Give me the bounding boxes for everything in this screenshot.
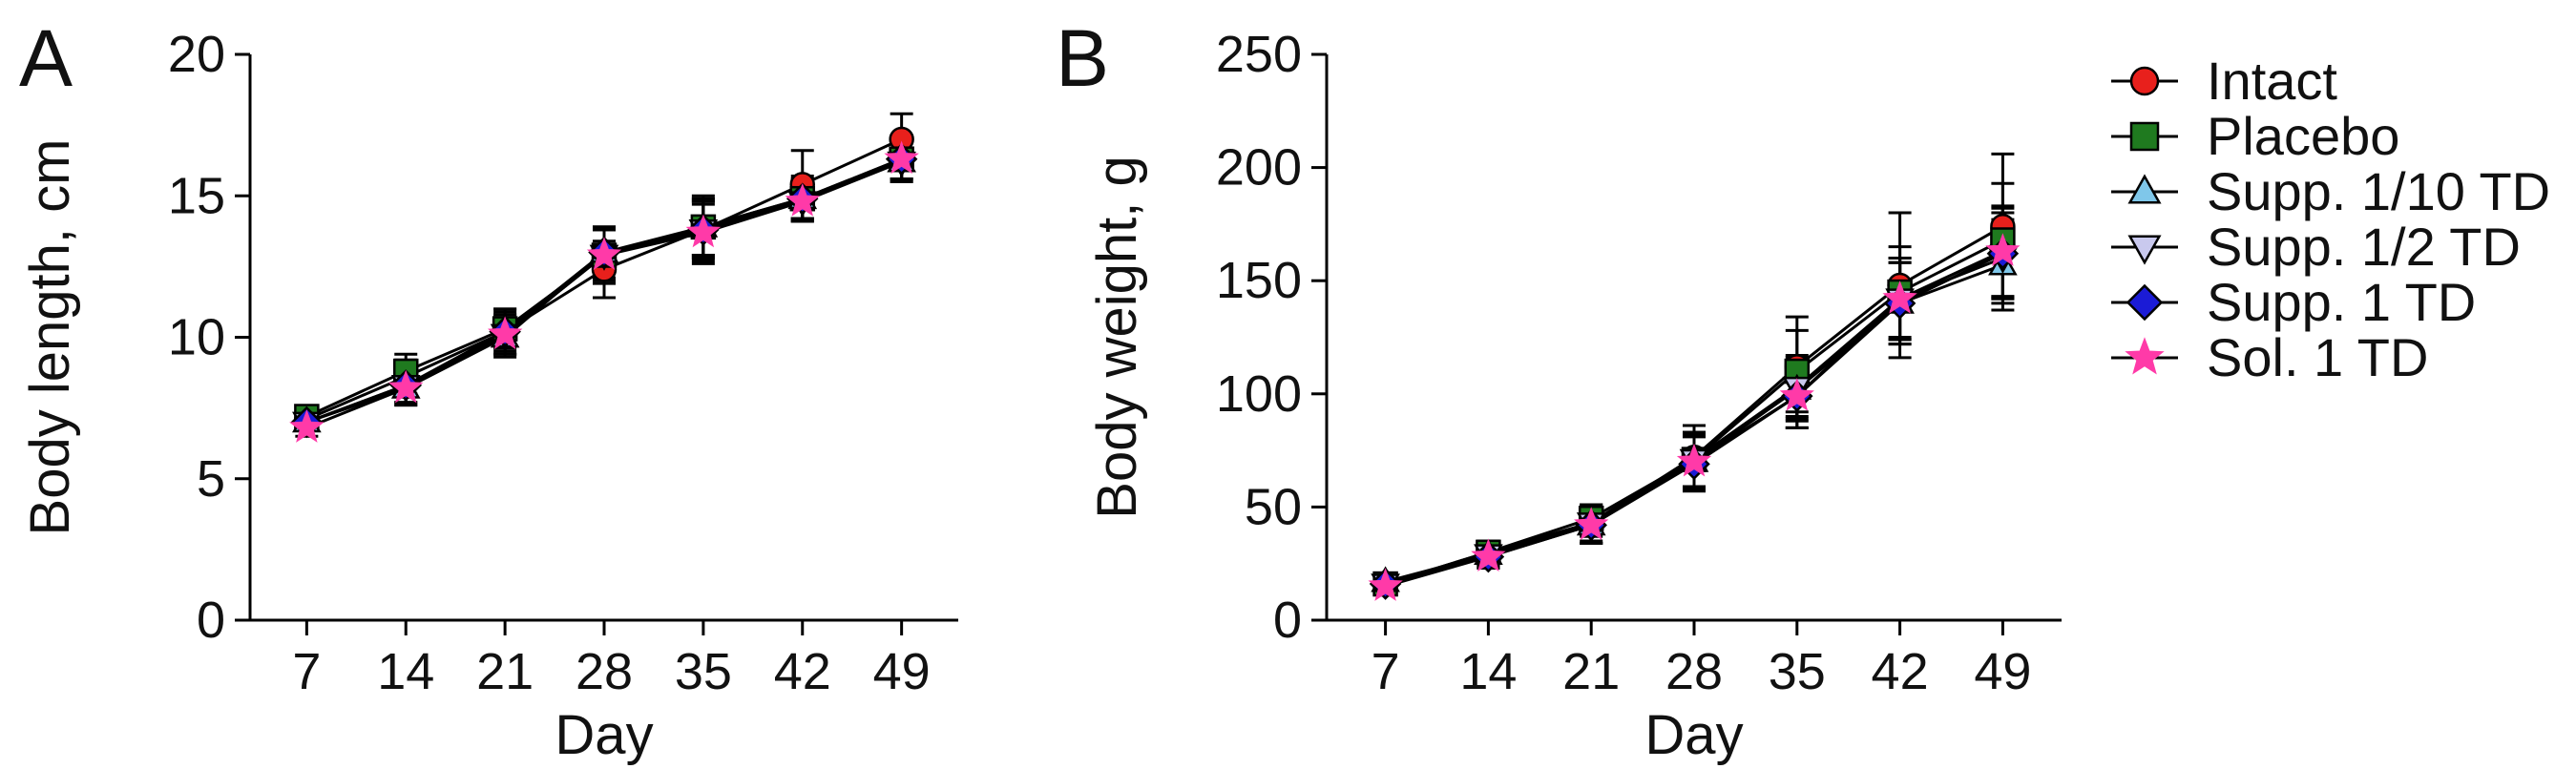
x-tick-label: 42 bbox=[1872, 643, 1929, 700]
data-point bbox=[1882, 281, 1917, 314]
x-tick-label: 7 bbox=[292, 643, 321, 700]
y-ticks-b: 0 50 100 150 200 250 bbox=[1216, 26, 1327, 649]
x-axis-title-a: Day bbox=[555, 704, 653, 766]
legend-marker bbox=[2127, 174, 2162, 204]
legend-item: Supp. 1 TD bbox=[2111, 272, 2476, 332]
data-point bbox=[487, 316, 523, 350]
legend-marker bbox=[2125, 337, 2165, 375]
y-axis-title-b: Body weight, g bbox=[1086, 156, 1148, 518]
panel-letter-a: A bbox=[19, 13, 73, 103]
y-axis-title-a: Body length, cm bbox=[19, 139, 81, 536]
legend-item: Placebo bbox=[2111, 106, 2399, 166]
data-point bbox=[884, 140, 919, 175]
x-tick-label: 42 bbox=[774, 643, 831, 700]
y-tick-label: 50 bbox=[1245, 478, 1302, 535]
data-point bbox=[785, 183, 820, 217]
legend-label: Intact bbox=[2207, 51, 2337, 111]
legend-marker bbox=[2129, 66, 2160, 96]
x-ticks-a: 7 14 21 28 35 42 49 bbox=[292, 620, 931, 700]
y-tick-label: 100 bbox=[1216, 365, 1302, 423]
legend-label: Supp. 1 TD bbox=[2207, 272, 2476, 332]
legend-item: Intact bbox=[2111, 51, 2337, 111]
x-tick-label: 21 bbox=[1562, 643, 1620, 700]
data-point bbox=[1779, 378, 1814, 411]
x-axis-title-b: Day bbox=[1644, 704, 1743, 766]
data-point bbox=[289, 409, 325, 443]
x-tick-label: 7 bbox=[1372, 643, 1400, 700]
legend-label: Placebo bbox=[2207, 106, 2399, 166]
legend-marker bbox=[2126, 283, 2164, 322]
x-tick-label: 49 bbox=[1974, 643, 2031, 700]
legend-item: Supp. 1/2 TD bbox=[2111, 217, 2521, 277]
legend-item: Supp. 1/10 TD bbox=[2111, 161, 2550, 221]
data-point bbox=[1985, 233, 2021, 266]
data-point bbox=[1574, 507, 1609, 540]
y-tick-label: 0 bbox=[1273, 592, 1302, 649]
y-tick-label: 5 bbox=[197, 450, 225, 508]
chart-panel-b: B 0 50 100 150 200 250 7 14 21 28 35 42 49 Day Body… bbox=[1056, 13, 2062, 766]
legend-item: Sol. 1 TD bbox=[2111, 327, 2428, 387]
legend-label: Supp. 1/2 TD bbox=[2207, 217, 2521, 277]
x-ticks-b: 7 14 21 28 35 42 49 bbox=[1372, 620, 2031, 700]
x-tick-label: 14 bbox=[377, 643, 434, 700]
y-tick-label: 250 bbox=[1216, 26, 1302, 83]
x-tick-label: 28 bbox=[1665, 643, 1723, 700]
legend-label: Sol. 1 TD bbox=[2207, 327, 2428, 387]
x-tick-label: 49 bbox=[873, 643, 931, 700]
y-tick-label: 20 bbox=[168, 26, 225, 83]
series-layer-a bbox=[289, 112, 919, 443]
series-layer-b bbox=[1368, 152, 2021, 601]
data-point bbox=[685, 214, 722, 248]
y-tick-label: 150 bbox=[1216, 252, 1302, 309]
data-point bbox=[1471, 538, 1506, 572]
y-ticks-a: 0 5 10 15 20 bbox=[168, 26, 250, 649]
y-tick-label: 0 bbox=[197, 592, 225, 649]
x-tick-label: 28 bbox=[576, 643, 633, 700]
data-point bbox=[586, 237, 622, 270]
y-tick-label: 200 bbox=[1216, 139, 1302, 197]
x-tick-label: 14 bbox=[1459, 643, 1517, 700]
legend-marker bbox=[2127, 235, 2162, 265]
data-point bbox=[388, 369, 424, 404]
legend-marker bbox=[2129, 121, 2160, 152]
chart-panel-a: A 0 5 10 15 20 7 14 21 28 35 42 49 Day Body length… bbox=[19, 13, 958, 766]
y-tick-label: 10 bbox=[168, 309, 225, 366]
data-point bbox=[1676, 443, 1712, 477]
panel-letter-b: B bbox=[1056, 13, 1109, 103]
x-tick-label: 21 bbox=[476, 643, 534, 700]
y-tick-label: 15 bbox=[168, 167, 225, 224]
x-tick-label: 35 bbox=[675, 643, 732, 700]
legend-label: Supp. 1/10 TD bbox=[2207, 161, 2550, 221]
x-tick-label: 35 bbox=[1769, 643, 1826, 700]
data-point bbox=[1368, 568, 1403, 601]
